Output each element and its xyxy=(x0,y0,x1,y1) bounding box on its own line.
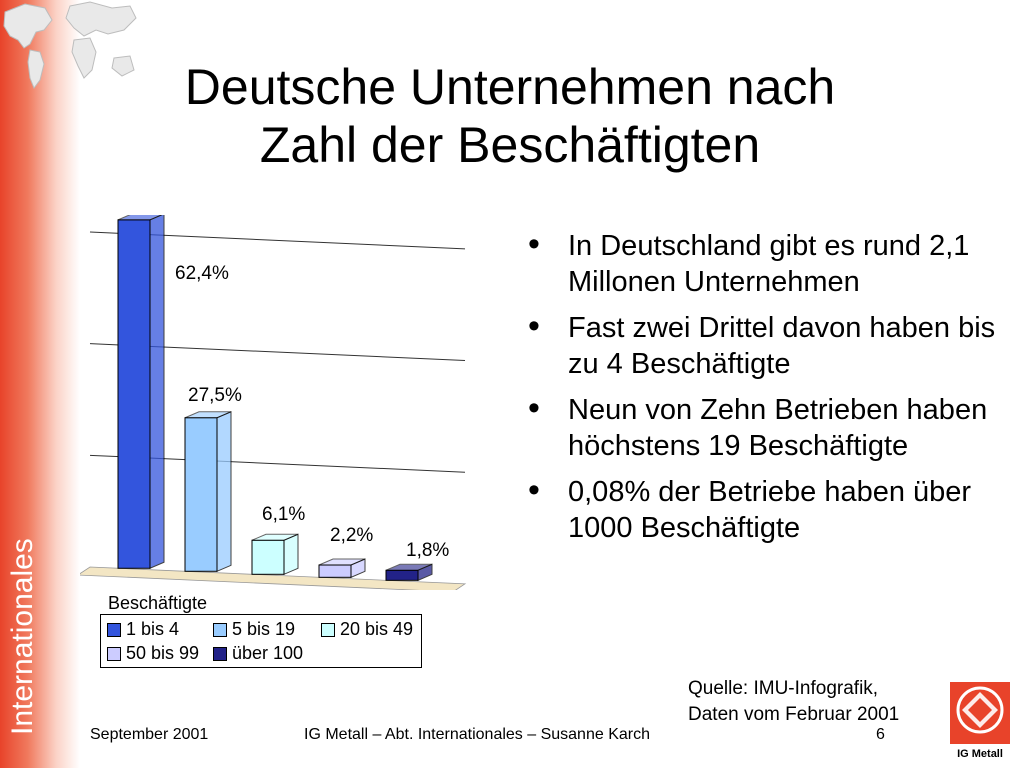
chart-legend: Beschäftigte 1 bis 4 5 bis 19 20 bis 49 … xyxy=(100,593,422,669)
bullet-item: • Fast zwei Drittel davon haben bis zu 4 … xyxy=(528,307,998,382)
page-number: 6 xyxy=(876,726,885,743)
title-line-1: Deutsche Unternehmen nach xyxy=(184,59,836,115)
legend-swatch xyxy=(213,646,227,661)
bar-top xyxy=(117,215,163,221)
source-line-2: Daten vom Februar 2001 xyxy=(688,704,900,725)
bullet-item: • Neun von Zehn Betrieben haben höchstens… xyxy=(528,389,998,464)
bar-top xyxy=(251,533,299,541)
bar-front xyxy=(251,539,285,575)
legend-label: über 100 xyxy=(232,643,304,663)
bar-side xyxy=(149,215,165,570)
bullet-text: Fast zwei Drittel davon haben bis zu 4 B… xyxy=(568,312,996,380)
bullet-dot: • xyxy=(528,225,540,263)
bullet-list: • In Deutschland gibt es rund 2,1 Millone… xyxy=(528,225,998,556)
side-strip xyxy=(0,0,80,768)
bar-front xyxy=(318,564,352,578)
bullet-dot: • xyxy=(528,389,540,427)
data-label: 1,8% xyxy=(406,540,449,561)
bullet-text: 0,08% der Betriebe haben über 1000 Besch… xyxy=(568,476,972,544)
legend-swatch xyxy=(107,646,121,661)
source-note: Quelle: IMU-Infografik, Daten vom Februa… xyxy=(688,676,899,728)
bar-chart: 62,4% 27,5% 6,1% 2,2% 1,8% xyxy=(80,215,467,590)
legend-item: 5 bis 19 xyxy=(213,619,295,640)
bullet-text: In Deutschland gibt es rund 2,1 Millonen… xyxy=(568,230,970,298)
bar-side xyxy=(283,533,299,576)
legend-swatch xyxy=(321,622,335,637)
slide-title: Deutsche Unternehmen nach Zahl der Besch… xyxy=(120,58,900,174)
legend-label: 5 bis 19 xyxy=(232,619,296,639)
legend-box: 1 bis 4 5 bis 19 20 bis 49 50 bis 99 übe… xyxy=(100,614,422,668)
data-label: 6,1% xyxy=(262,504,305,525)
legend-item: 20 bis 49 xyxy=(321,619,413,640)
title-line-2: Zahl der Beschäftigten xyxy=(259,117,761,173)
footer-date: September 2001 xyxy=(90,726,209,743)
bar-top xyxy=(385,563,433,571)
bullet-dot: • xyxy=(528,471,540,509)
logo-text: IG Metall xyxy=(957,748,1003,760)
bar-front xyxy=(117,219,151,569)
logo-mark-icon xyxy=(950,682,1010,744)
legend-swatch xyxy=(213,622,227,637)
bar-top xyxy=(184,411,232,419)
footer-center-text: IG Metall – Abt. Internationales – Susan… xyxy=(304,726,650,743)
bar-side xyxy=(216,410,232,573)
legend-item: über 100 xyxy=(213,643,303,664)
legend-title: Beschäftigte xyxy=(108,593,208,613)
data-label: 27,5% xyxy=(188,385,242,406)
bullet-item: • In Deutschland gibt es rund 2,1 Millone… xyxy=(528,225,998,300)
data-label: 62,4% xyxy=(175,263,229,284)
source-line-1: Quelle: IMU-Infografik, xyxy=(688,678,879,699)
ig-metall-logo: IG Metall xyxy=(948,680,1012,764)
legend-item: 1 bis 4 xyxy=(107,619,179,640)
legend-label: 20 bis 49 xyxy=(340,619,414,639)
side-label: Internationales xyxy=(6,538,39,735)
bullet-dot: • xyxy=(528,307,540,345)
bar-front xyxy=(385,569,419,581)
legend-item: 50 bis 99 xyxy=(107,643,199,664)
chart-floor xyxy=(80,566,467,590)
legend-swatch xyxy=(107,622,121,637)
bar-top xyxy=(318,558,366,566)
bar-front xyxy=(184,417,218,572)
bullet-item: • 0,08% der Betriebe haben über 1000 Besc… xyxy=(528,471,998,546)
legend-label: 50 bis 99 xyxy=(126,643,200,663)
bullet-text: Neun von Zehn Betrieben haben höchstens … xyxy=(568,394,988,462)
data-label: 2,2% xyxy=(330,525,373,546)
world-map-image xyxy=(3,1,137,90)
legend-label: 1 bis 4 xyxy=(126,619,180,639)
